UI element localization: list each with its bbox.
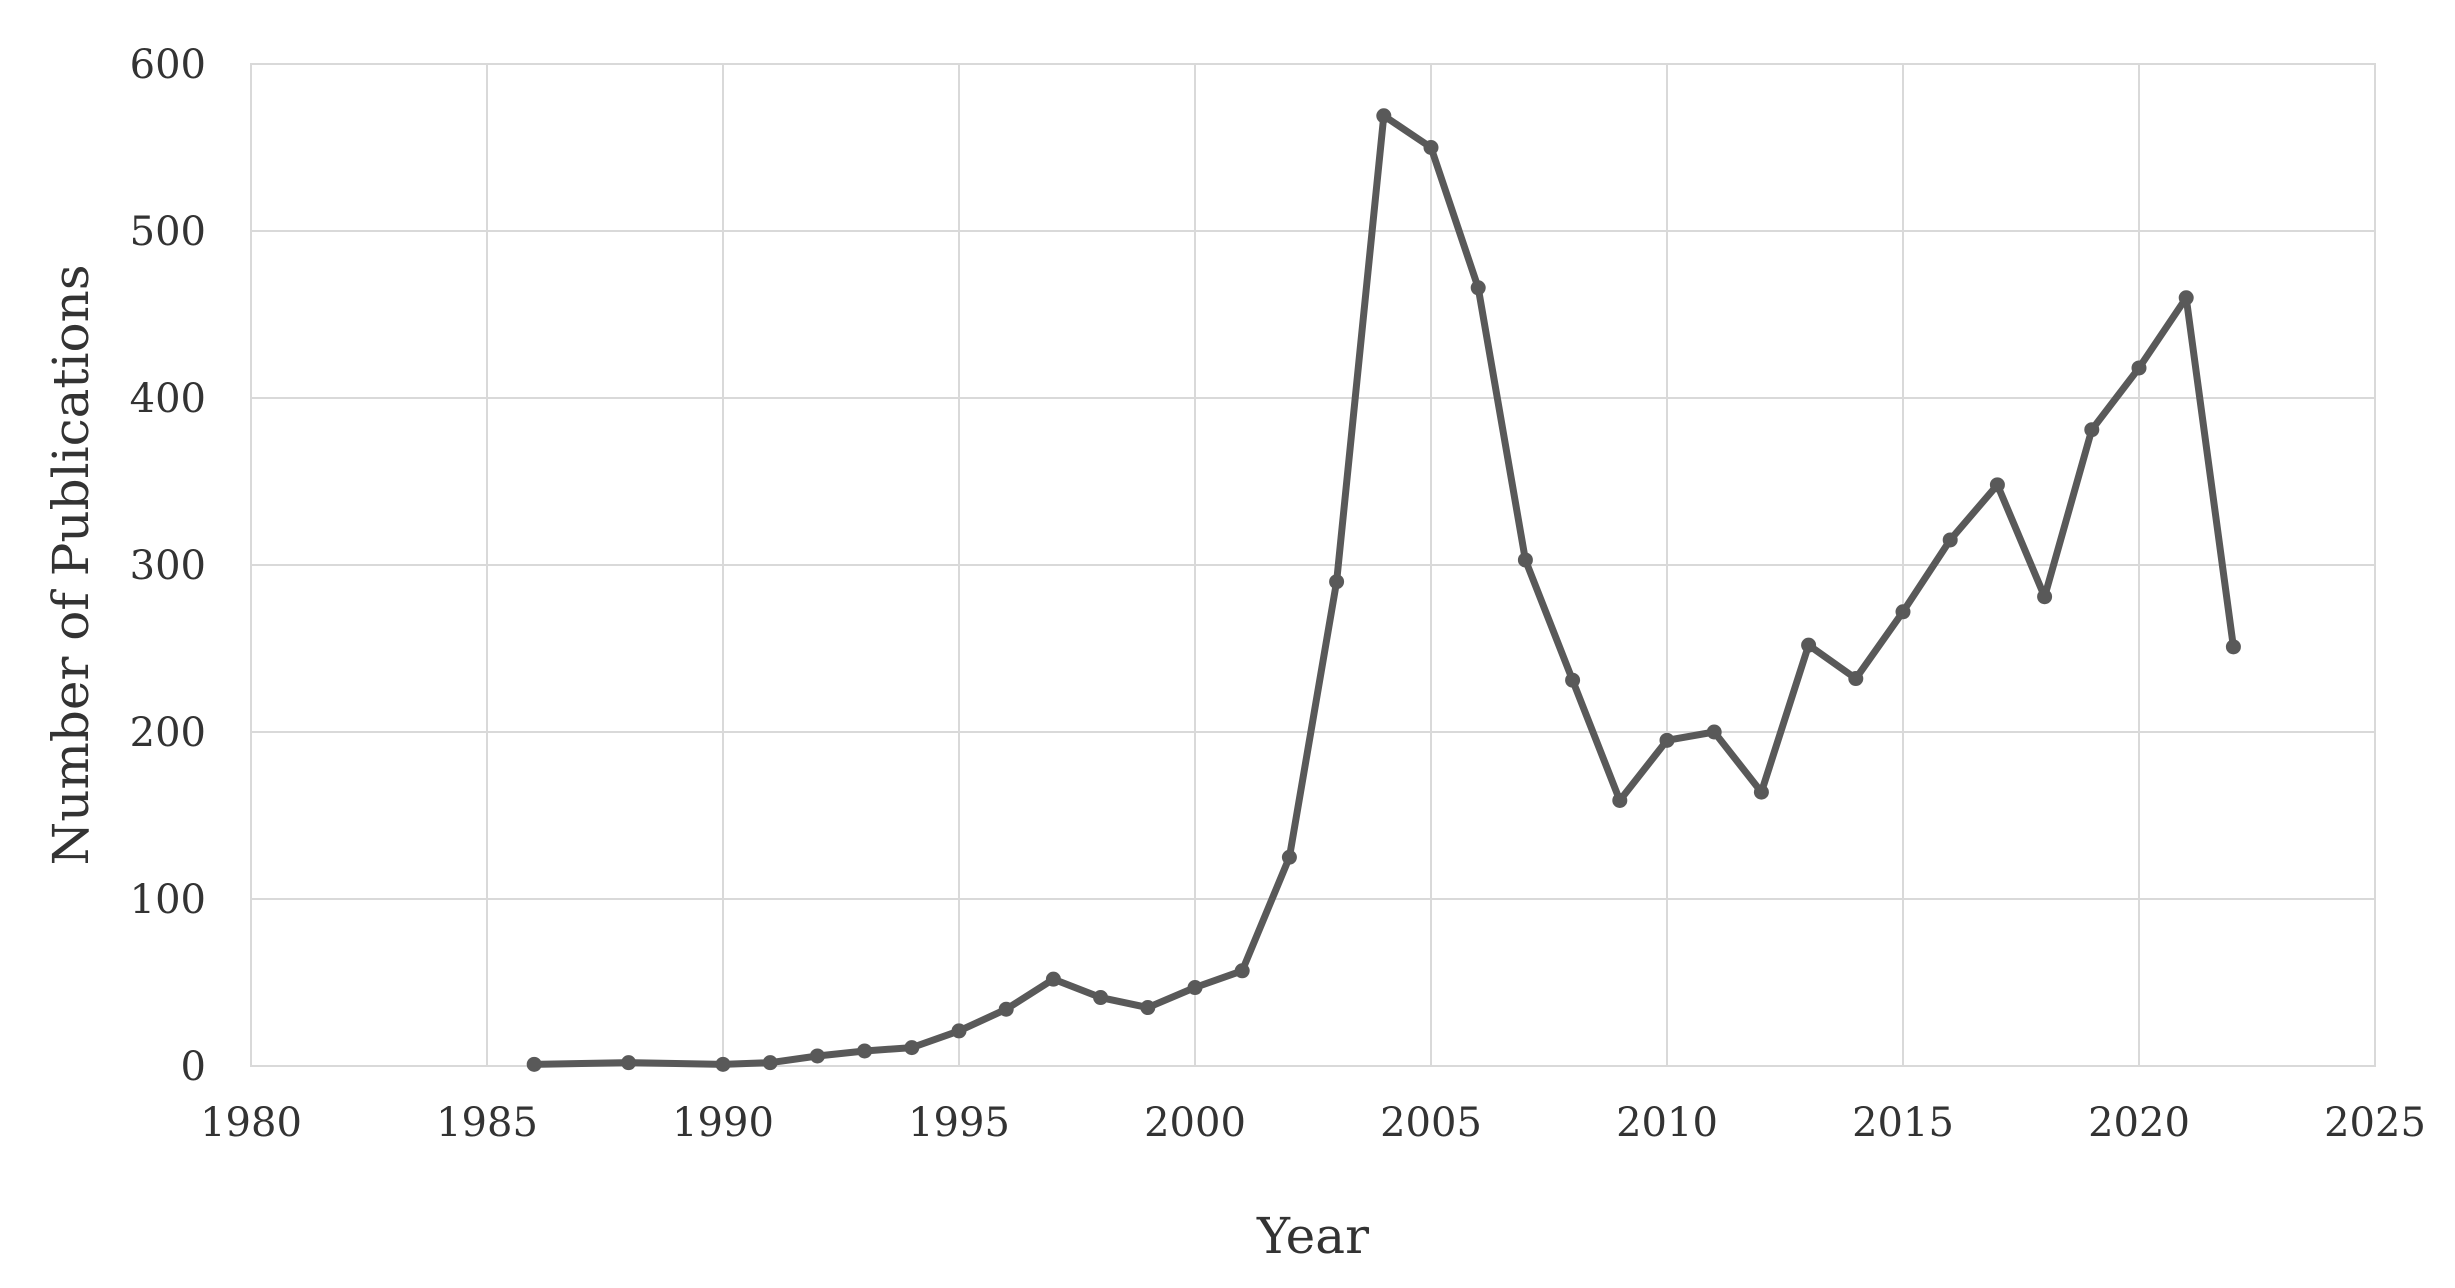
data-point-2018 xyxy=(2037,589,2053,605)
data-point-2006 xyxy=(1470,280,1486,296)
data-point-2010 xyxy=(1659,732,1675,748)
data-point-2009 xyxy=(1612,792,1628,808)
x-tick-label-1985: 1985 xyxy=(436,1100,538,1146)
data-point-1988 xyxy=(621,1055,637,1071)
y-axis-title: Number of Publications xyxy=(42,265,100,866)
data-point-1993 xyxy=(857,1043,873,1059)
x-tick-label-1995: 1995 xyxy=(908,1100,1010,1146)
data-point-1990 xyxy=(715,1056,731,1072)
data-point-1992 xyxy=(809,1048,825,1064)
x-axis-tick-labels: 1980 1985 1990 1995 2000 2005 2010 2015 2020 2025 xyxy=(200,1100,2426,1146)
data-point-2013 xyxy=(1801,637,1817,653)
data-point-2005 xyxy=(1423,140,1439,155)
y-tick-label-200: 200 xyxy=(130,710,206,756)
data-point-2019 xyxy=(2084,422,2100,438)
x-tick-label-2010: 2010 xyxy=(1616,1100,1718,1146)
x-tick-label-2020: 2020 xyxy=(2088,1100,2190,1146)
series-line-0 xyxy=(530,112,2237,1068)
data-point-1997 xyxy=(1045,971,1061,987)
data-point-2014 xyxy=(1848,671,1864,687)
data-point-2000 xyxy=(1187,980,1203,996)
data-point-2004 xyxy=(1376,108,1392,124)
data-point-1996 xyxy=(998,1001,1014,1017)
data-point-2003 xyxy=(1329,574,1345,590)
x-tick-label-2015: 2015 xyxy=(1852,1100,1954,1146)
data-point-2020 xyxy=(2131,360,2147,376)
data-point-2022 xyxy=(2225,639,2241,655)
y-tick-label-100: 100 xyxy=(130,877,206,923)
data-point-2017 xyxy=(1989,477,2005,493)
series-layer xyxy=(526,108,2241,1072)
y-tick-label-400: 400 xyxy=(130,376,206,422)
data-point-1991 xyxy=(762,1055,778,1071)
data-point-1995 xyxy=(951,1023,967,1039)
data-point-2011 xyxy=(1706,724,1722,740)
y-tick-label-0: 0 xyxy=(181,1044,206,1090)
data-point-2008 xyxy=(1565,672,1581,688)
x-tick-label-2000: 2000 xyxy=(1144,1100,1246,1146)
x-tick-label-2025: 2025 xyxy=(2324,1100,2426,1146)
data-point-1999 xyxy=(1140,1000,1156,1016)
x-axis-title: Year xyxy=(1256,1207,1369,1265)
data-point-1998 xyxy=(1093,990,1109,1006)
x-tick-label-1990: 1990 xyxy=(672,1100,774,1146)
data-point-2015 xyxy=(1895,604,1911,620)
y-tick-label-600: 600 xyxy=(130,42,206,88)
y-axis-tick-labels: 0 100 200 300 400 500 600 xyxy=(130,42,206,1090)
data-point-2007 xyxy=(1517,552,1533,568)
data-point-1986 xyxy=(526,1056,542,1072)
data-point-2016 xyxy=(1942,532,1958,548)
plot-frame xyxy=(250,63,2376,1067)
y-tick-label-300: 300 xyxy=(130,543,206,589)
y-tick-label-500: 500 xyxy=(130,209,206,255)
data-point-2012 xyxy=(1753,784,1769,800)
data-point-2002 xyxy=(1281,849,1297,865)
x-tick-label-2005: 2005 xyxy=(1380,1100,1482,1146)
data-point-2001 xyxy=(1234,963,1250,979)
x-tick-label-1980: 1980 xyxy=(200,1100,302,1146)
data-point-2021 xyxy=(2178,290,2194,306)
data-point-1994 xyxy=(904,1040,920,1056)
